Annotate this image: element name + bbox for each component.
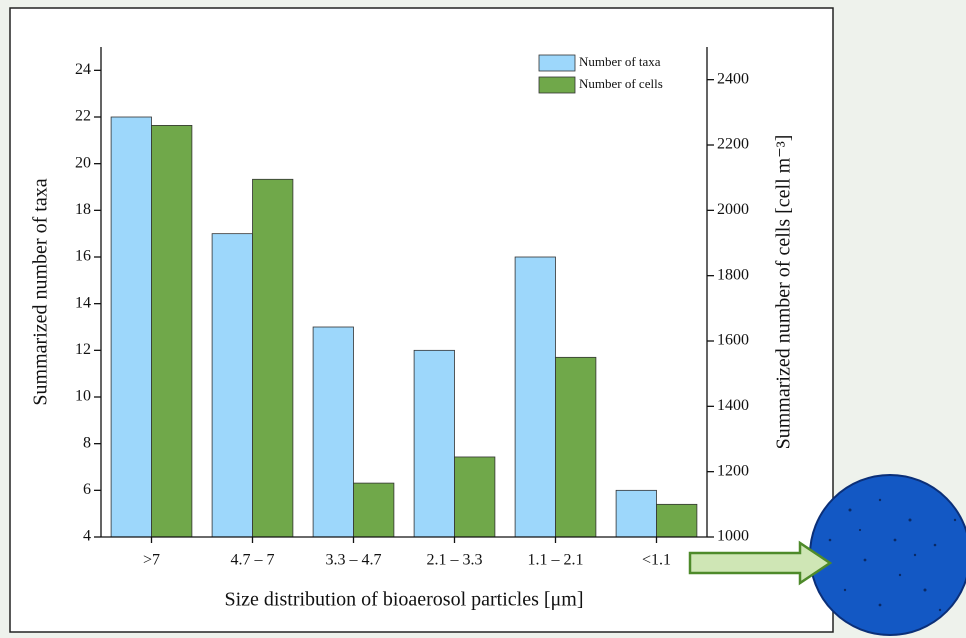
y2-tick-label: 2400 xyxy=(717,70,749,87)
y-tick-label: 6 xyxy=(83,481,91,498)
bar xyxy=(152,125,192,537)
y-tick-label: 20 xyxy=(75,154,91,171)
petri-dish xyxy=(810,475,966,635)
x-tick-label: >7 xyxy=(143,552,160,569)
y-tick-label: 16 xyxy=(75,248,91,265)
y2-axis-title: Summarized number of cells [cell m⁻³] xyxy=(773,135,795,450)
y2-tick-label: 1000 xyxy=(717,528,749,545)
chart: 4 6 8 10 12 14 16 18 20 22 24 1000 1200 1400 1600 1800 2… xyxy=(0,0,966,638)
bar xyxy=(354,483,394,537)
y2-tick-label: 2200 xyxy=(717,136,749,153)
y-tick-label: 22 xyxy=(75,108,91,125)
x-tick-label: 3.3 – 4.7 xyxy=(326,552,382,569)
legend-label: Number of cells xyxy=(579,76,663,91)
bar xyxy=(313,327,353,537)
y2-tick-label: 1400 xyxy=(717,397,749,414)
y-tick-label: 24 xyxy=(75,61,91,78)
y-tick-label: 8 xyxy=(83,434,91,451)
bar xyxy=(556,357,596,537)
y-tick-label: 10 xyxy=(75,388,91,405)
x-tick-label: 1.1 – 2.1 xyxy=(528,552,584,569)
bar xyxy=(111,117,151,537)
x-tick-label: 4.7 – 7 xyxy=(231,552,275,569)
x-tick-label: <1.1 xyxy=(642,552,671,569)
bar xyxy=(515,257,555,537)
y-tick-label: 18 xyxy=(75,201,91,218)
bar xyxy=(414,350,454,537)
y2-tick-label: 1600 xyxy=(717,332,749,349)
bar xyxy=(253,179,293,537)
y-tick-label: 14 xyxy=(75,294,91,311)
legend-label: Number of taxa xyxy=(579,54,661,69)
y-axis-title: Summarized number of taxa xyxy=(30,178,52,405)
y-tick-label: 12 xyxy=(75,341,91,358)
x-tick-label: 2.1 – 3.3 xyxy=(427,552,483,569)
y2-tick-label: 1800 xyxy=(717,266,749,283)
page: {"chart_data": {"type": "bar", "x_label"… xyxy=(0,0,966,638)
y-tick-label: 4 xyxy=(83,528,91,545)
y2-tick-label: 2000 xyxy=(717,201,749,218)
x-axis-title: Size distribution of bioaerosol particle… xyxy=(225,589,584,611)
bar xyxy=(616,490,656,537)
bar xyxy=(455,457,495,537)
bar xyxy=(657,504,697,537)
bar xyxy=(212,234,252,537)
y2-tick-label: 1200 xyxy=(717,462,749,479)
legend-swatch xyxy=(539,55,575,71)
legend-swatch xyxy=(539,77,575,93)
